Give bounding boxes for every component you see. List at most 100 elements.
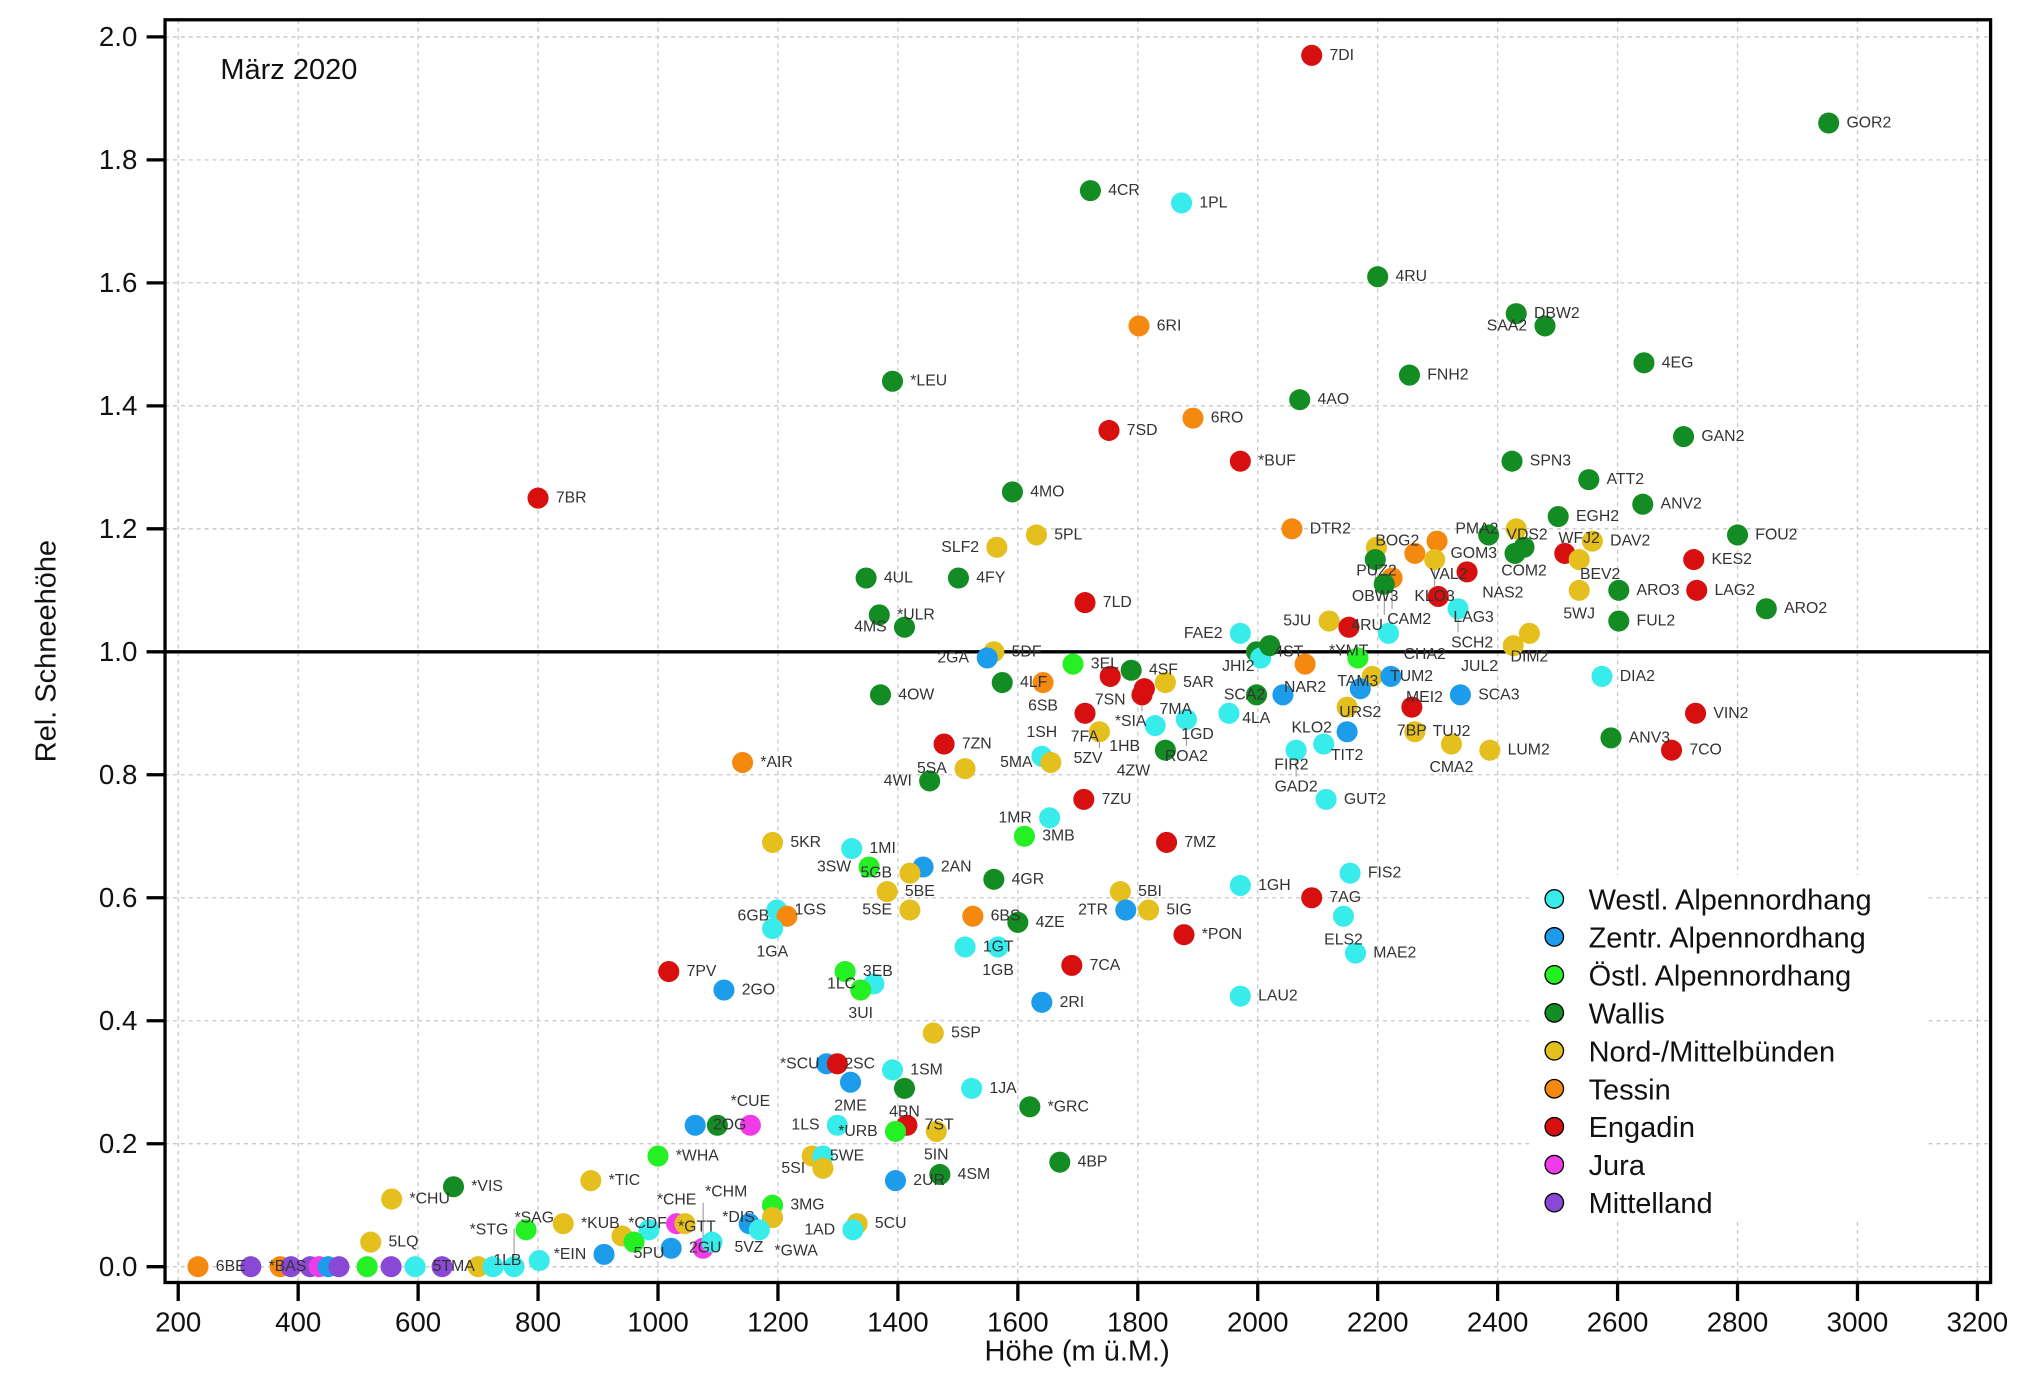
data-point — [1131, 684, 1153, 706]
data-point-label: MAE2 — [1373, 945, 1416, 962]
data-point-label: TUM2 — [1390, 668, 1433, 685]
data-point-label: 7ST — [925, 1117, 954, 1134]
y-tick-label: 2.0 — [99, 21, 137, 52]
data-point-label: TIT2 — [1331, 747, 1363, 764]
data-point — [1313, 733, 1335, 755]
data-points — [187, 44, 1840, 1278]
data-point — [1315, 788, 1337, 810]
data-point — [858, 856, 880, 878]
data-point — [732, 751, 754, 774]
legend-entry: Jura — [1589, 1150, 1646, 1182]
data-point-label: ARO3 — [1637, 582, 1680, 599]
legend-marker — [1544, 964, 1565, 985]
data-point-label: 1LS — [791, 1117, 819, 1134]
data-point — [987, 936, 1009, 958]
data-point — [869, 684, 892, 706]
data-point — [1673, 426, 1695, 448]
data-point — [1061, 954, 1083, 976]
data-point-label: VIN2 — [1713, 705, 1748, 722]
data-point — [1074, 592, 1096, 614]
data-point-label: EGH2 — [1576, 508, 1619, 525]
y-tick-label: 0.0 — [99, 1251, 137, 1282]
data-point-label: 4GR — [1012, 871, 1044, 888]
data-point-label: *WHA — [676, 1148, 719, 1165]
data-point — [623, 1231, 645, 1253]
data-point — [1505, 303, 1527, 325]
legend-entry: Westl. Alpennordhang — [1589, 884, 1872, 916]
data-point — [893, 1077, 916, 1099]
data-point-label: 5BE — [905, 883, 935, 900]
data-point-label: 7BR — [556, 490, 587, 507]
data-point — [976, 647, 998, 669]
data-point-label: 1MR — [998, 809, 1031, 826]
legend-entry: Zentr. Alpennordhang — [1589, 922, 1866, 954]
data-point-label: 7FA — [1071, 728, 1100, 745]
data-point-label: OBW3 — [1352, 588, 1399, 605]
data-point-label: 6RO — [1211, 410, 1243, 427]
data-point-label: 7MA — [1160, 701, 1193, 718]
data-point — [1505, 518, 1527, 540]
data-point — [1031, 991, 1053, 1013]
data-point-label: 5SP — [951, 1025, 981, 1042]
legend: Westl. Alpennordhang Zentr. Alpennordhang… — [1529, 875, 1925, 1221]
data-point-labels: 7DI GOR2 4CR 1PL 4RU DBW2 SAA2 6RI 4EG FNH2 *LEU 4A… — [216, 47, 1891, 1275]
data-point — [1073, 788, 1095, 810]
data-point-label: FUL2 — [1637, 613, 1676, 630]
data-point — [954, 758, 976, 780]
data-point — [1032, 671, 1054, 694]
data-point-label: 4LA — [1242, 710, 1271, 727]
data-point — [1424, 549, 1446, 571]
data-point-label: 4SF — [1149, 662, 1178, 679]
data-point — [442, 1176, 465, 1198]
data-point — [826, 1053, 848, 1075]
data-point-label: 2GU — [689, 1240, 721, 1257]
data-point — [280, 1256, 302, 1278]
data-point — [1401, 696, 1423, 718]
plot-frame — [163, 18, 1993, 1285]
data-point — [1109, 881, 1131, 903]
data-point — [1259, 635, 1281, 657]
data-point — [1661, 739, 1683, 761]
y-tick-label: 1.4 — [99, 390, 137, 421]
data-point — [893, 616, 916, 638]
data-point — [884, 1120, 907, 1142]
data-point — [1025, 524, 1047, 546]
data-point — [593, 1243, 615, 1265]
data-point-label: 5MA — [1000, 754, 1033, 771]
data-point-label: 4BN — [889, 1104, 920, 1121]
data-point — [713, 979, 735, 1001]
data-point-label: 2UR — [913, 1172, 945, 1189]
data-point — [1318, 610, 1340, 632]
legend-entry: Nord-/Mittelbünden — [1589, 1036, 1836, 1068]
data-point-label: 5WE — [830, 1148, 864, 1165]
data-point — [1632, 493, 1654, 515]
data-point-label: WFJ2 — [1559, 530, 1600, 547]
data-point-label: *CUE — [731, 1093, 771, 1110]
data-point — [922, 1022, 944, 1044]
data-point — [431, 1256, 453, 1278]
data-point — [739, 1114, 761, 1136]
data-point — [1272, 684, 1294, 706]
data-point — [684, 1114, 706, 1136]
data-point — [1380, 665, 1402, 687]
x-tick-label: 1800 — [1107, 1306, 1169, 1337]
data-point — [1373, 573, 1395, 595]
x-tick-label: 2200 — [1347, 1306, 1409, 1337]
data-point — [1099, 665, 1121, 687]
data-point-label: 5SA — [917, 760, 947, 777]
data-point-label: 3MB — [1042, 828, 1074, 845]
data-point-label: 3SW — [817, 859, 851, 876]
data-point — [1404, 542, 1426, 564]
data-point-label: 4ZW — [1117, 763, 1150, 780]
data-point-label: 2GA — [937, 649, 969, 666]
data-point-label: *CHM — [705, 1184, 747, 1201]
data-point — [1398, 364, 1421, 386]
data-point — [1504, 542, 1526, 564]
data-point-label: 4SM — [958, 1166, 990, 1183]
data-point-label: 2RI — [1060, 994, 1085, 1011]
x-tick-label: 800 — [515, 1306, 561, 1337]
data-point-label: SCA3 — [1478, 686, 1519, 703]
x-tick-label: 3000 — [1827, 1306, 1889, 1337]
data-point-label: GAD2 — [1275, 779, 1318, 796]
